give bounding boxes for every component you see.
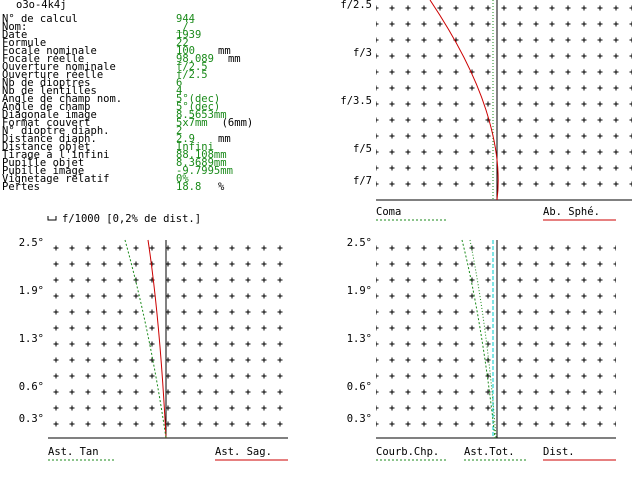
param-label: Angle de champ <box>2 101 91 113</box>
param-value: 1939 <box>176 29 201 41</box>
param-value: 5x7mm <box>176 117 208 129</box>
param-value: 98.089 <box>176 53 214 65</box>
y-label: 1.9° <box>347 285 372 297</box>
y-label: 1.3° <box>347 333 372 345</box>
param-label: Nb de dioptres <box>2 77 91 89</box>
param-unit: (6mm) <box>222 117 254 129</box>
param-label: Distance diaph. <box>2 133 97 145</box>
param-value: 4 <box>176 85 182 97</box>
tangential-curve <box>124 239 167 439</box>
legend-label: Dist. <box>543 446 575 458</box>
param-value: 8.3689mm <box>176 157 227 169</box>
legend-label: Ast. Tan <box>48 446 99 458</box>
param-value: 88.108mm <box>176 149 227 161</box>
legend-label: Ast.Tot. <box>464 446 515 458</box>
grid <box>376 236 616 436</box>
param-label: Vignetage relatif <box>2 173 109 185</box>
y-label: 2.5° <box>19 237 44 249</box>
param-label: Formule <box>2 37 46 49</box>
y-label: 1.9° <box>19 285 44 297</box>
param-value: _/¯ <box>176 21 195 33</box>
field-curve <box>461 239 496 439</box>
param-value: 22 <box>176 37 189 49</box>
grid <box>48 236 288 436</box>
param-label: N° de calcul <box>2 13 78 25</box>
y-label: f/7 <box>353 175 372 187</box>
y-label: f/5 <box>353 143 372 155</box>
param-label: Tirage à l'infini <box>2 149 109 161</box>
param-label: Date <box>2 29 27 41</box>
param-label: Diagonale image <box>2 109 97 121</box>
param-value: 18.8 <box>176 181 201 193</box>
y-label: 0.3° <box>19 413 44 425</box>
y-label: f/3.5 <box>340 95 372 107</box>
param-label: Format couvert <box>2 117 91 129</box>
param-value: f/2.5 <box>176 61 208 73</box>
param-label: Pupille objet <box>2 157 84 169</box>
sagittal-curve <box>147 239 167 439</box>
legend-label: Ast. Sag. <box>215 446 272 458</box>
param-unit: % <box>218 181 225 193</box>
scale-note: f/1000 [0,2% de dist.] <box>62 213 201 225</box>
param-value: 2 <box>176 125 182 137</box>
param-value: 5°(dec) <box>176 101 220 113</box>
param-label: Nb de lentilles <box>2 85 97 97</box>
param-value: f/2.5 <box>176 69 208 81</box>
spherical-curve <box>429 0 499 201</box>
param-label: Ouverture nominale <box>2 61 116 73</box>
param-label: Angle de champ nom. <box>2 93 122 105</box>
param-unit: mm <box>228 53 241 65</box>
y-label: 0.6° <box>19 381 44 393</box>
param-label: Nom: <box>2 21 27 33</box>
param-value: 0% <box>176 173 189 185</box>
scale-bracket <box>47 216 57 221</box>
legend-label: Courb.Chp. <box>376 446 439 458</box>
y-label: f/3 <box>353 47 372 59</box>
param-label: Focale réelle <box>2 53 84 65</box>
y-label: 0.3° <box>347 413 372 425</box>
param-value: -9.7995mm <box>176 165 233 177</box>
param-value: 2.9 <box>176 133 195 145</box>
design-title: o3o-4k4j <box>16 0 67 11</box>
param-label: Pupille image <box>2 165 84 177</box>
param-value: 5°(dec) <box>176 93 220 105</box>
param-unit: mm <box>218 45 231 57</box>
legend-label: Ab. Sphé. <box>543 206 600 218</box>
y-label: 1.3° <box>19 333 44 345</box>
legend-label: Coma <box>376 206 401 218</box>
param-label: Ouverture réelle <box>2 69 103 81</box>
y-label: 0.6° <box>347 381 372 393</box>
y-label: f/2.5 <box>340 0 372 11</box>
param-label: Focale nominale <box>2 45 97 57</box>
param-value: 100 <box>176 45 195 57</box>
param-label: N° dioptre diaph. <box>2 125 109 137</box>
param-label: Pertes <box>2 181 40 193</box>
param-value: 944 <box>176 13 195 25</box>
param-value: 8.5653mm <box>176 109 227 121</box>
y-label: 2.5° <box>347 237 372 249</box>
param-value: 6 <box>176 77 182 89</box>
grid <box>376 0 632 196</box>
param-label: Distance objet <box>2 141 91 153</box>
param-unit: mm <box>218 133 231 145</box>
param-value: Infini <box>176 141 214 153</box>
